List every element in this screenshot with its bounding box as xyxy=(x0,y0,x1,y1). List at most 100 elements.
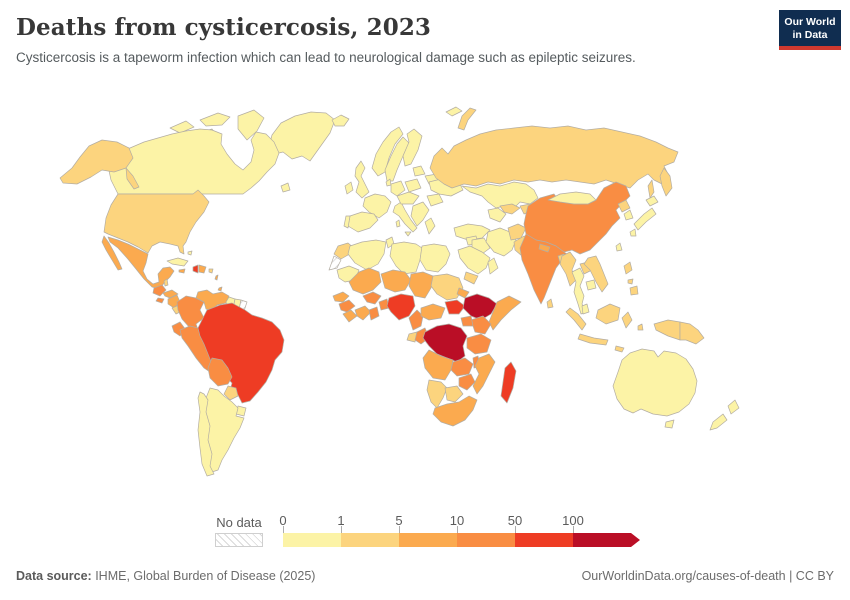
country-mongolia[interactable] xyxy=(547,191,597,205)
country-ireland[interactable] xyxy=(344,181,354,195)
country-sri-lanka[interactable] xyxy=(546,298,554,309)
country-russia-kamchatka[interactable] xyxy=(659,167,673,197)
country-greece[interactable] xyxy=(424,217,436,235)
country-mexico[interactable] xyxy=(107,236,175,290)
country-papua-new-guinea[interactable] xyxy=(679,321,705,345)
country-el-salvador[interactable] xyxy=(155,297,165,304)
country-somalia[interactable] xyxy=(488,295,522,331)
country-south-korea[interactable] xyxy=(623,209,634,221)
country-india[interactable] xyxy=(519,233,571,305)
country-italy-sardinia[interactable] xyxy=(395,219,401,228)
country-central-europe[interactable] xyxy=(396,191,420,205)
country-poland[interactable] xyxy=(404,178,422,193)
country-yemen[interactable] xyxy=(463,271,479,285)
country-south-africa[interactable] xyxy=(432,395,478,427)
country-indonesia-java[interactable] xyxy=(577,333,609,346)
country-saudi-arabia[interactable] xyxy=(457,245,491,275)
legend-bin-segment[interactable] xyxy=(573,533,631,547)
country-turkmenistan[interactable] xyxy=(487,207,507,223)
legend-no-data-swatch[interactable] xyxy=(215,533,263,547)
country-guinea[interactable] xyxy=(338,299,356,313)
country-greenland[interactable] xyxy=(267,111,336,162)
country-botswana[interactable] xyxy=(444,385,464,403)
country-paraguay[interactable] xyxy=(223,385,239,401)
country-indonesia-maluku[interactable] xyxy=(637,323,644,331)
legend-bin-segment[interactable] xyxy=(341,533,399,547)
country-uzbekistan[interactable] xyxy=(499,203,521,215)
country-ethiopia[interactable] xyxy=(462,293,498,321)
country-gabon[interactable] xyxy=(406,331,418,343)
country-russia-sakhalin[interactable] xyxy=(647,179,655,199)
country-indonesia-borneo[interactable] xyxy=(595,303,621,325)
country-tanzania[interactable] xyxy=(466,333,492,355)
country-romania[interactable] xyxy=(426,193,444,207)
country-burkina-faso[interactable] xyxy=(362,291,382,305)
country-russia-novaya-zemlya[interactable] xyxy=(457,107,477,131)
country-malaysia[interactable] xyxy=(581,303,590,315)
country-chad[interactable] xyxy=(408,271,434,299)
country-south-sudan[interactable] xyxy=(444,299,466,315)
country-united-kingdom[interactable] xyxy=(354,160,370,199)
country-japan-hokkaido[interactable] xyxy=(645,195,659,207)
country-nepal[interactable] xyxy=(538,243,551,253)
country-germany[interactable] xyxy=(390,180,406,197)
legend-bin-segment[interactable] xyxy=(399,533,457,547)
country-australia[interactable] xyxy=(612,348,698,417)
country-cameroon[interactable] xyxy=(408,309,424,331)
country-myanmar[interactable] xyxy=(559,251,577,287)
country-egypt[interactable] xyxy=(419,243,451,273)
country-philippines-mindanao[interactable] xyxy=(629,285,639,296)
country-portugal[interactable] xyxy=(343,215,351,229)
country-bolivia[interactable] xyxy=(207,357,233,387)
country-eritrea[interactable] xyxy=(456,287,470,299)
country-russia[interactable] xyxy=(429,125,679,189)
country-central-african-republic[interactable] xyxy=(420,303,446,321)
country-mali[interactable] xyxy=(348,267,382,295)
country-italy-sicily[interactable] xyxy=(404,231,412,237)
country-italy[interactable] xyxy=(392,201,418,233)
country-lesser-antilles[interactable] xyxy=(214,274,219,281)
country-indonesia-lesser-sunda[interactable] xyxy=(614,345,625,353)
country-usa-alaska-panhandle[interactable] xyxy=(125,167,140,190)
country-jamaica[interactable] xyxy=(178,268,186,274)
legend-bin-segment[interactable] xyxy=(457,533,515,547)
country-drc[interactable] xyxy=(422,323,468,363)
country-kenya[interactable] xyxy=(470,315,492,335)
country-philippines-visayas[interactable] xyxy=(627,278,634,285)
footer-owid-link[interactable]: OurWorldinData.org/causes-of-death | CC … xyxy=(581,569,834,583)
country-cuba[interactable] xyxy=(166,257,189,267)
country-mozambique[interactable] xyxy=(472,353,496,395)
country-canada[interactable] xyxy=(199,112,231,127)
country-canada[interactable] xyxy=(237,109,265,141)
country-new-zealand-south[interactable] xyxy=(709,413,728,431)
country-usa-alaska[interactable] xyxy=(59,139,134,185)
country-western-sahara[interactable] xyxy=(328,255,342,271)
country-indonesia-sulawesi[interactable] xyxy=(621,311,633,329)
country-zimbabwe[interactable] xyxy=(458,373,476,391)
country-canada[interactable] xyxy=(107,128,280,195)
country-iceland[interactable] xyxy=(331,114,350,127)
country-bahamas[interactable] xyxy=(187,250,193,256)
country-spain[interactable] xyxy=(347,211,379,233)
country-uganda[interactable] xyxy=(460,315,474,327)
country-cote-divoire[interactable] xyxy=(354,305,372,321)
country-haiti[interactable] xyxy=(192,264,199,274)
country-sierra-leone[interactable] xyxy=(342,309,358,323)
country-angola[interactable] xyxy=(422,349,454,381)
country-indonesia-west-papua[interactable] xyxy=(653,319,681,341)
country-senegal[interactable] xyxy=(332,291,350,303)
legend-bin-segment[interactable] xyxy=(283,533,341,547)
country-colombia[interactable] xyxy=(176,295,205,331)
country-finland[interactable] xyxy=(402,128,423,167)
country-oman[interactable] xyxy=(487,257,499,275)
country-vietnam[interactable] xyxy=(583,255,609,293)
country-australia-tasmania[interactable] xyxy=(664,419,675,429)
country-madagascar[interactable] xyxy=(500,361,517,404)
country-france[interactable] xyxy=(362,193,392,219)
country-japan-kyushu[interactable] xyxy=(629,228,637,237)
country-niger[interactable] xyxy=(380,269,412,293)
country-nigeria[interactable] xyxy=(386,293,416,321)
country-indonesia-sumatra[interactable] xyxy=(565,307,587,331)
country-cambodia[interactable] xyxy=(585,279,597,291)
country-taiwan[interactable] xyxy=(615,242,623,252)
